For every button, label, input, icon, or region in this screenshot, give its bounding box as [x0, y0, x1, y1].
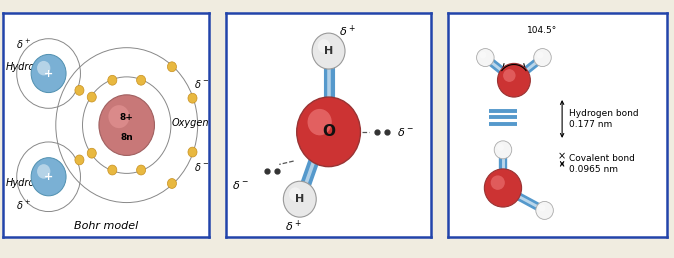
Text: $\delta^-$: $\delta^-$ — [232, 179, 249, 191]
Circle shape — [307, 109, 332, 135]
Text: $\delta^+$: $\delta^+$ — [16, 38, 32, 51]
Circle shape — [539, 205, 545, 211]
Text: H: H — [324, 46, 333, 56]
Text: Hydrogen: Hydrogen — [5, 62, 53, 72]
Text: $\delta^+$: $\delta^+$ — [285, 219, 302, 234]
Circle shape — [283, 181, 316, 217]
Circle shape — [477, 49, 494, 67]
Circle shape — [87, 148, 96, 158]
Circle shape — [497, 144, 504, 151]
Circle shape — [87, 92, 96, 102]
Text: Oxygen: Oxygen — [172, 118, 210, 128]
Text: O: O — [322, 124, 335, 139]
Circle shape — [37, 164, 51, 179]
Circle shape — [491, 175, 505, 190]
Text: 104.5°: 104.5° — [527, 26, 557, 35]
Circle shape — [31, 54, 66, 93]
Text: Hydrogen: Hydrogen — [5, 179, 53, 189]
Circle shape — [75, 85, 84, 95]
Circle shape — [534, 49, 551, 67]
Circle shape — [289, 187, 301, 201]
Circle shape — [480, 52, 486, 59]
Circle shape — [297, 97, 361, 167]
Circle shape — [188, 147, 197, 157]
Text: 8n: 8n — [121, 133, 133, 142]
Circle shape — [109, 105, 129, 128]
Text: $\delta^-$: $\delta^-$ — [398, 126, 414, 138]
Circle shape — [503, 69, 516, 82]
Text: +: + — [44, 172, 53, 182]
Circle shape — [494, 141, 512, 159]
Text: ×: × — [558, 151, 566, 161]
Text: H: H — [295, 194, 305, 204]
Circle shape — [497, 63, 530, 97]
Circle shape — [536, 201, 553, 219]
Circle shape — [108, 75, 117, 85]
Text: Covalent bond
0.0965 nm: Covalent bond 0.0965 nm — [569, 154, 634, 174]
Circle shape — [99, 95, 154, 155]
Circle shape — [485, 169, 522, 207]
Circle shape — [108, 165, 117, 175]
Circle shape — [75, 155, 84, 165]
Text: $\delta^+$: $\delta^+$ — [339, 23, 355, 38]
Text: Bohr model: Bohr model — [74, 221, 138, 231]
Circle shape — [31, 158, 66, 196]
Circle shape — [137, 75, 146, 85]
Text: Hydrogen bond
0.177 nm: Hydrogen bond 0.177 nm — [569, 109, 638, 129]
Text: $\delta^-$: $\delta^-$ — [194, 161, 209, 173]
Text: +: + — [44, 69, 53, 78]
Text: $\delta^-$: $\delta^-$ — [194, 78, 209, 90]
Circle shape — [37, 61, 51, 75]
Text: $\delta^+$: $\delta^+$ — [16, 199, 32, 213]
Circle shape — [317, 39, 330, 53]
Circle shape — [167, 179, 177, 188]
Circle shape — [188, 93, 197, 103]
Text: 8+: 8+ — [120, 113, 133, 122]
Circle shape — [137, 165, 146, 175]
Circle shape — [537, 52, 543, 59]
Circle shape — [167, 62, 177, 72]
Circle shape — [312, 33, 345, 69]
